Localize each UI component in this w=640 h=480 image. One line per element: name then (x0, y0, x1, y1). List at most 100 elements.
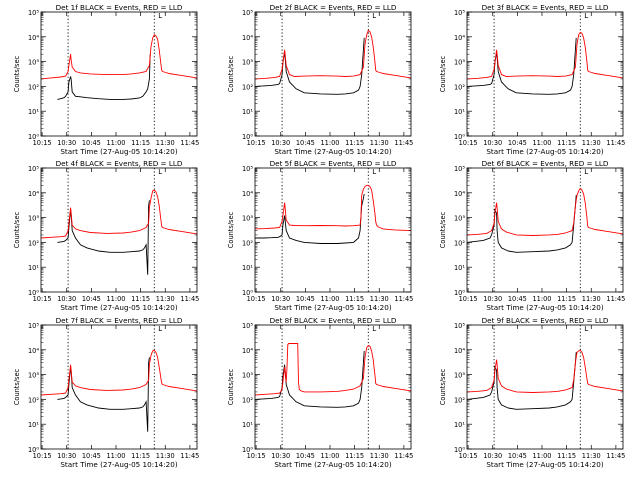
x-tick-label: 10:30 (271, 452, 290, 460)
y-tick-label: 10⁴ (242, 190, 253, 198)
y-axis-label: Counts/sec (227, 211, 235, 248)
x-tick-label: 10:15 (247, 452, 266, 460)
y-tick-label: 10⁴ (454, 347, 465, 355)
series-events-line (467, 195, 577, 253)
x-tick-label: 10:15 (459, 452, 478, 460)
y-tick-label: 10³ (454, 215, 465, 223)
y-tick-label: 10⁰ (454, 446, 465, 454)
y-tick-label: 10⁴ (454, 190, 465, 198)
x-tick-label: 11:00 (532, 139, 551, 147)
x-tick-label: 10:15 (247, 295, 266, 303)
flag-label: L (584, 325, 588, 333)
x-tick-label: 11:30 (156, 139, 175, 147)
y-tick-label: 10⁵ (454, 322, 465, 330)
x-tick-label: 10:30 (483, 452, 502, 460)
y-tick-label: 10⁰ (242, 289, 253, 297)
x-tick-label: 10:30 (483, 295, 502, 303)
x-axis-label: Start Time (27-Aug-05 10:14:20) (486, 460, 603, 469)
y-tick-label: 10² (454, 83, 465, 91)
x-tick-label: 10:45 (296, 452, 315, 460)
series-lld-line (255, 343, 411, 396)
x-tick-label: 11:30 (582, 452, 601, 460)
x-tick-label: 10:45 (82, 295, 101, 303)
x-tick-label: 11:30 (156, 452, 175, 460)
x-tick-label: 11:15 (131, 139, 150, 147)
x-tick-label: 11:15 (345, 452, 364, 460)
y-tick-label: 10⁵ (454, 9, 465, 17)
x-tick-label: 11:00 (532, 452, 551, 460)
y-tick-label: 10¹ (454, 108, 465, 116)
y-tick-label: 10⁰ (28, 289, 39, 297)
x-tick-label: 10:45 (296, 139, 315, 147)
y-tick-label: 10¹ (28, 421, 39, 429)
series-lld-line (41, 349, 197, 396)
x-axis-label: Start Time (27-Aug-05 10:14:20) (274, 460, 391, 469)
y-tick-label: 10² (454, 239, 465, 247)
x-tick-label: 11:15 (557, 452, 576, 460)
x-tick-label: 11:00 (106, 452, 125, 460)
series-events-line (57, 357, 150, 432)
panel-title: Det 6f BLACK = Events, RED = LLD (482, 159, 609, 168)
series-events-line (255, 37, 365, 95)
x-tick-label: 11:30 (370, 295, 389, 303)
plot-frame (466, 11, 624, 137)
x-tick-label: 11:00 (106, 295, 125, 303)
x-tick-label: 11:45 (394, 139, 413, 147)
series-lld-line (41, 34, 197, 80)
y-tick-label: 10¹ (242, 264, 253, 272)
flag-label: L (584, 168, 588, 176)
x-tick-label: 11:15 (345, 139, 364, 147)
x-tick-label: 11:45 (606, 452, 625, 460)
y-tick-label: 10⁰ (454, 133, 465, 141)
x-tick-label: 10:30 (483, 139, 502, 147)
x-tick-label: 10:30 (57, 452, 76, 460)
series-events-line (255, 193, 365, 244)
flag-label: L (584, 12, 588, 20)
x-tick-label: 11:00 (320, 295, 339, 303)
y-tick-label: 10¹ (242, 421, 253, 429)
x-tick-label: 11:45 (180, 452, 199, 460)
y-tick-label: 10² (242, 396, 253, 404)
x-tick-label: 11:00 (532, 295, 551, 303)
x-tick-label: 11:30 (582, 295, 601, 303)
x-tick-label: 11:00 (320, 139, 339, 147)
plot-frame (466, 167, 624, 293)
y-tick-label: 10³ (454, 59, 465, 67)
series-lld-line (255, 29, 411, 80)
plot-frame (254, 167, 412, 293)
x-tick-label: 11:00 (320, 452, 339, 460)
series-lld-line (255, 184, 411, 232)
y-tick-label: 10¹ (454, 264, 465, 272)
y-tick-label: 10³ (28, 59, 39, 67)
y-axis-label: Counts/sec (439, 55, 447, 92)
y-tick-label: 10¹ (454, 421, 465, 429)
y-tick-label: 10² (28, 83, 39, 91)
y-axis-label: Counts/sec (227, 55, 235, 92)
y-axis-label: Counts/sec (227, 368, 235, 405)
series-events-line (255, 350, 365, 408)
y-tick-label: 10⁵ (28, 322, 39, 330)
flag-label: L (372, 325, 376, 333)
series-lld-line (467, 349, 623, 393)
y-tick-label: 10⁰ (242, 133, 253, 141)
x-tick-label: 10:15 (33, 452, 52, 460)
y-axis-label: Counts/sec (13, 55, 21, 92)
y-tick-label: 10³ (242, 215, 253, 223)
y-tick-label: 10⁴ (242, 34, 253, 42)
y-tick-label: 10⁴ (454, 34, 465, 42)
x-tick-label: 11:30 (582, 139, 601, 147)
x-axis-label: Start Time (27-Aug-05 10:14:20) (274, 147, 391, 156)
series-events-line (57, 200, 150, 275)
x-tick-label: 10:45 (82, 452, 101, 460)
x-tick-label: 11:45 (180, 139, 199, 147)
x-tick-label: 11:00 (106, 139, 125, 147)
y-tick-label: 10⁰ (454, 289, 465, 297)
